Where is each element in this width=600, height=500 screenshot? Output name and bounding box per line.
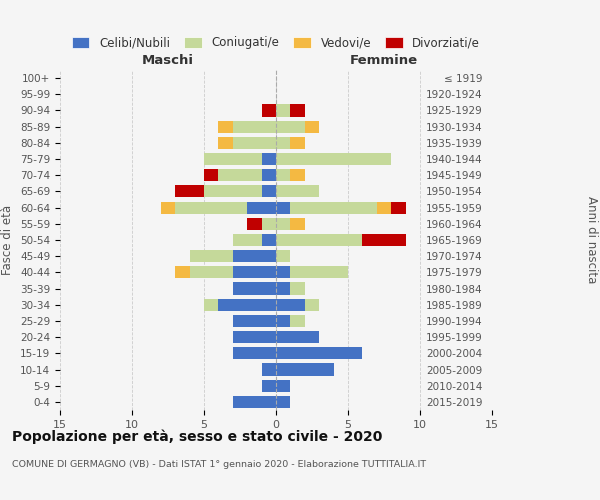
Text: Femmine: Femmine [350, 54, 418, 67]
Bar [290, 202, 377, 213]
Y-axis label: Fasce di età: Fasce di età [1, 205, 14, 275]
Bar [175, 266, 190, 278]
Bar [204, 153, 262, 165]
Bar [175, 186, 204, 198]
Bar [276, 315, 290, 327]
Text: Maschi: Maschi [142, 54, 194, 67]
Bar [276, 298, 305, 311]
Bar [218, 120, 233, 132]
Bar [233, 396, 276, 408]
Bar [204, 169, 218, 181]
Bar [276, 153, 391, 165]
Bar [218, 137, 233, 149]
Bar [290, 137, 305, 149]
Bar [262, 218, 276, 230]
Bar [290, 169, 305, 181]
Bar [305, 298, 319, 311]
Bar [233, 331, 276, 343]
Bar [233, 348, 276, 360]
Bar [276, 137, 290, 149]
Text: Popolazione per età, sesso e stato civile - 2020: Popolazione per età, sesso e stato civil… [12, 430, 382, 444]
Bar [175, 202, 247, 213]
Bar [276, 250, 290, 262]
Bar [218, 298, 276, 311]
Bar [276, 266, 290, 278]
Bar [190, 250, 233, 262]
Bar [262, 153, 276, 165]
Bar [290, 218, 305, 230]
Bar [276, 331, 319, 343]
Bar [218, 169, 262, 181]
Bar [276, 282, 290, 294]
Text: COMUNE DI GERMAGNO (VB) - Dati ISTAT 1° gennaio 2020 - Elaborazione TUTTITALIA.I: COMUNE DI GERMAGNO (VB) - Dati ISTAT 1° … [12, 460, 426, 469]
Bar [233, 250, 276, 262]
Bar [247, 202, 276, 213]
Bar [290, 266, 348, 278]
Bar [276, 120, 305, 132]
Bar [290, 104, 305, 117]
Bar [290, 282, 305, 294]
Bar [233, 315, 276, 327]
Bar [276, 202, 290, 213]
Bar [276, 186, 319, 198]
Bar [262, 169, 276, 181]
Bar [262, 186, 276, 198]
Bar [362, 234, 406, 246]
Bar [262, 234, 276, 246]
Bar [276, 234, 362, 246]
Bar [233, 266, 276, 278]
Bar [204, 298, 218, 311]
Bar [391, 202, 406, 213]
Bar [290, 315, 305, 327]
Bar [262, 104, 276, 117]
Bar [262, 380, 276, 392]
Bar [276, 348, 362, 360]
Bar [276, 380, 290, 392]
Bar [161, 202, 175, 213]
Bar [377, 202, 391, 213]
Bar [276, 218, 290, 230]
Bar [276, 364, 334, 376]
Text: Anni di nascita: Anni di nascita [584, 196, 598, 284]
Bar [233, 137, 276, 149]
Bar [233, 120, 276, 132]
Bar [190, 266, 233, 278]
Bar [247, 218, 262, 230]
Bar [276, 396, 290, 408]
Bar [305, 120, 319, 132]
Bar [233, 282, 276, 294]
Bar [262, 364, 276, 376]
Bar [204, 186, 262, 198]
Bar [276, 169, 290, 181]
Legend: Celibi/Nubili, Coniugati/e, Vedovi/e, Divorziati/e: Celibi/Nubili, Coniugati/e, Vedovi/e, Di… [67, 32, 485, 54]
Bar [276, 104, 290, 117]
Bar [233, 234, 262, 246]
